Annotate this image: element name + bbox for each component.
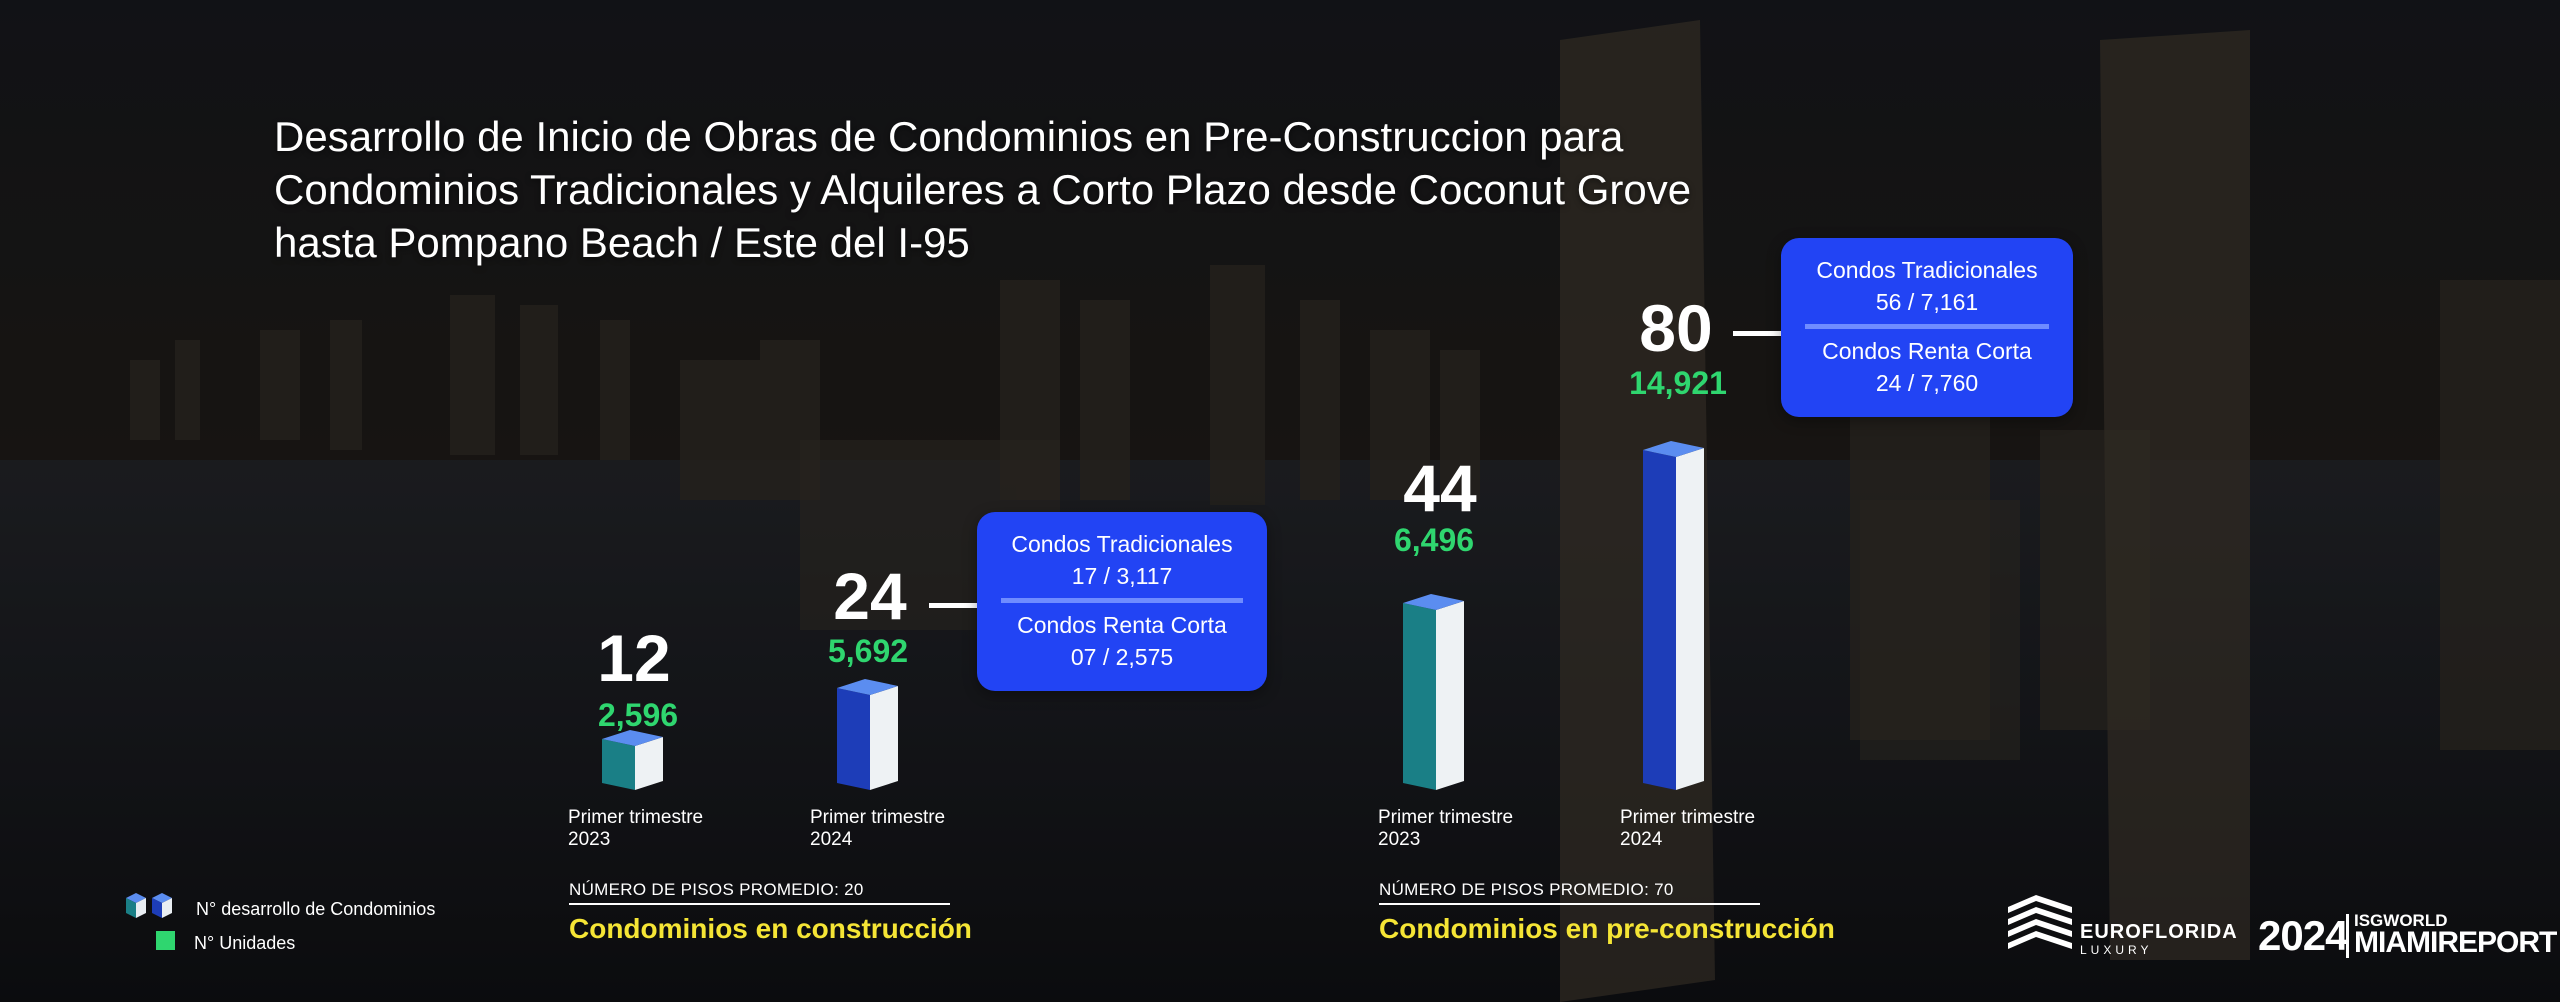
period-label-g2-2024: Primer trimestre 2024 — [1620, 807, 1756, 850]
euroflorida-logo-subtext: LUXURY — [2080, 943, 2153, 957]
traditional-breakdown-g2: Condos Tradicionales 56 / 7,161 — [1816, 257, 2038, 315]
legend-developments-label: N° desarrollo de Condominios — [196, 899, 436, 919]
report-logo-divider — [2346, 914, 2349, 958]
report-year: 2024 — [2258, 912, 2348, 959]
period-label-g1-2023: Primer trimestre 2023 — [568, 807, 704, 850]
floors-label-g1: NÚMERO DE PISOS PROMEDIO: 20 — [569, 880, 864, 899]
developments-label-g2-2024: 80 — [1639, 291, 1713, 365]
report-name-text: MIAMIREPORT — [2354, 926, 2557, 959]
units-label-g2-2023: 6,496 — [1393, 522, 1475, 558]
short-rent-breakdown-g2: Condos Renta Corta 24 / 7,760 — [1822, 338, 2032, 396]
euroflorida-logo-text: EUROFLORIDA — [2080, 921, 2238, 943]
report-small-text: ISGWORLD — [2354, 911, 2448, 930]
section-divider-g2 — [1379, 903, 1760, 905]
section-title-g1: Condominios en construcción — [569, 913, 972, 944]
breakdown-box-g2: Condos Tradicionales 56 / 7,161 Condos R… — [1781, 238, 2073, 417]
developments-label-g1-2024: 24 — [833, 559, 907, 633]
bar-g1-2024 — [837, 679, 898, 790]
developments-label-g2-2023: 44 — [1403, 451, 1477, 525]
units-label-g2-2024: 14,921 — [1629, 365, 1727, 401]
chart-title: Desarrollo de Inicio de Obras de Condomi… — [274, 113, 1692, 266]
section-title-g2: Condominios en pre-construcción — [1379, 913, 1835, 944]
cube-icon — [126, 893, 172, 918]
traditional-breakdown-g1: Condos Tradicionales 17 / 3,117 — [1011, 531, 1233, 589]
units-label-g1-2024: 5,692 — [827, 633, 909, 669]
period-label-g1-2024: Primer trimestre 2024 — [810, 807, 946, 850]
breakdown-box-g1: Condos Tradicionales 17 / 3,117 Condos R… — [977, 512, 1267, 691]
bar-g2-2023 — [1403, 594, 1464, 790]
floors-label-g2: NÚMERO DE PISOS PROMEDIO: 70 — [1379, 880, 1674, 899]
legend-units-label: N° Unidades — [194, 933, 296, 953]
section-divider-g1 — [569, 903, 950, 905]
bar-g1-2023 — [602, 730, 663, 790]
bar-g2-2024 — [1643, 441, 1704, 790]
square-icon — [156, 931, 175, 950]
developments-label-g1-2023: 12 — [597, 621, 671, 695]
period-label-g2-2023: Primer trimestre 2023 — [1378, 807, 1514, 850]
units-label-g1-2023: 2,596 — [597, 697, 679, 733]
short-rent-breakdown-g1: Condos Renta Corta 07 / 2,575 — [1017, 612, 1227, 670]
building-logo-icon — [2008, 895, 2072, 949]
